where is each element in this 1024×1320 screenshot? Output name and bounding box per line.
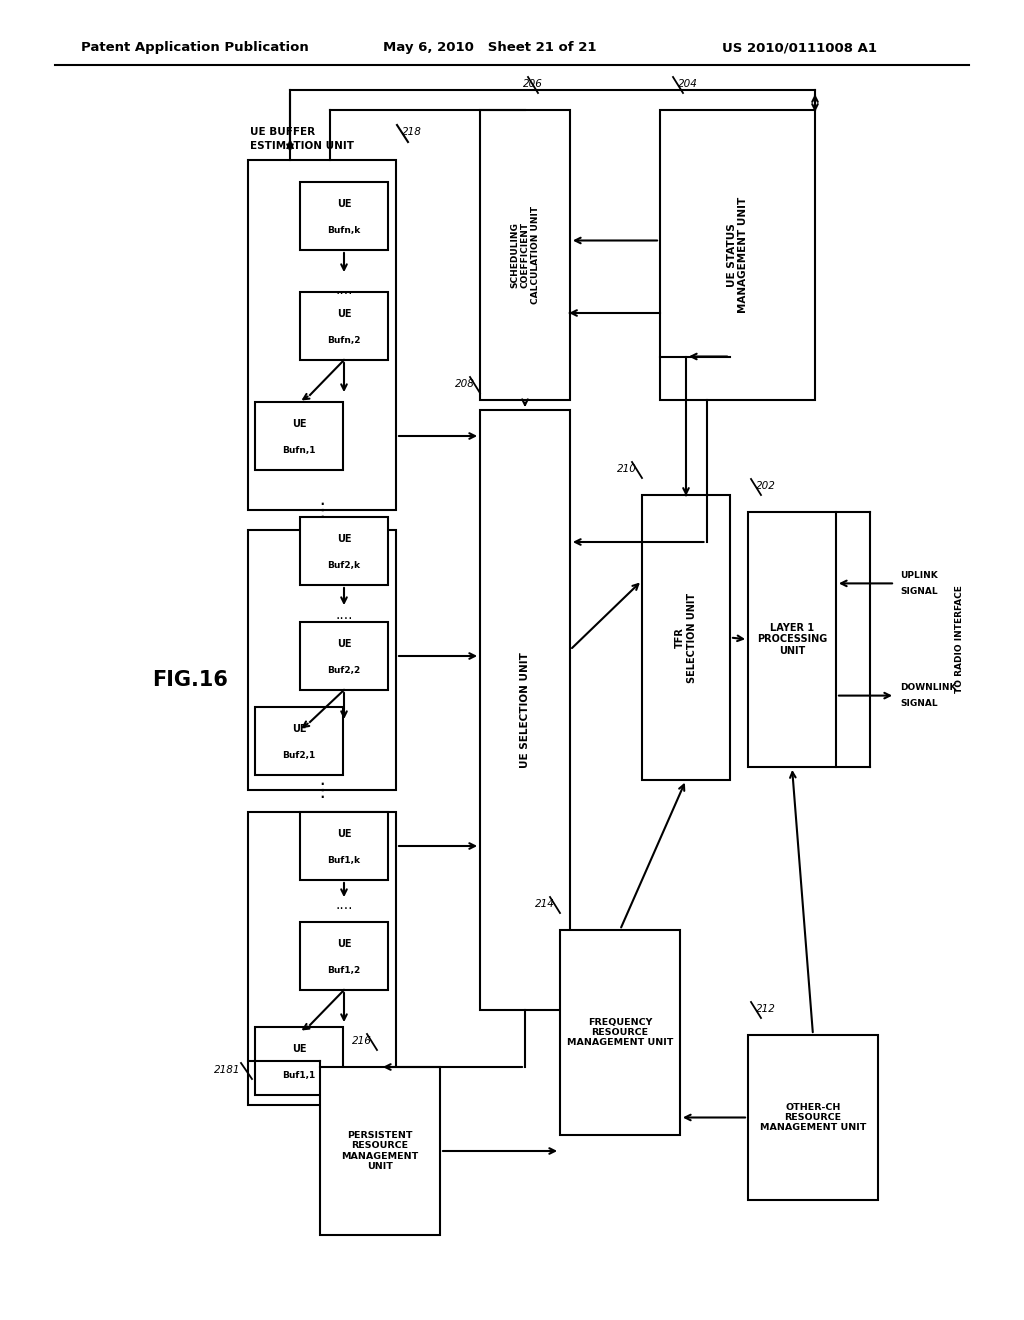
Text: UE: UE: [337, 639, 351, 648]
Text: UE: UE: [337, 939, 351, 949]
Text: UE: UE: [337, 309, 351, 318]
Bar: [248, 531, 396, 789]
Text: 218: 218: [402, 127, 422, 137]
Text: UPLINK: UPLINK: [900, 570, 938, 579]
Text: UE STATUS
MANAGEMENT UNIT: UE STATUS MANAGEMENT UNIT: [727, 197, 749, 313]
Bar: [255, 708, 343, 775]
Bar: [748, 1035, 878, 1200]
Text: SCHEDULING
COEFFICIENT
CALCULATION UNIT: SCHEDULING COEFFICIENT CALCULATION UNIT: [510, 206, 540, 304]
Text: Bufn,1: Bufn,1: [283, 446, 315, 455]
Text: 212: 212: [756, 1005, 776, 1014]
Text: LAYER 1
PROCESSING
UNIT: LAYER 1 PROCESSING UNIT: [757, 623, 827, 656]
Text: FREQUENCY
RESOURCE
MANAGEMENT UNIT: FREQUENCY RESOURCE MANAGEMENT UNIT: [567, 1018, 673, 1047]
Bar: [319, 1067, 440, 1236]
Text: PERSISTENT
RESOURCE
MANAGEMENT
UNIT: PERSISTENT RESOURCE MANAGEMENT UNIT: [341, 1131, 419, 1171]
Text: 214: 214: [536, 899, 555, 909]
Bar: [300, 517, 388, 585]
Bar: [255, 1027, 343, 1096]
Text: US 2010/0111008 A1: US 2010/0111008 A1: [723, 41, 878, 54]
Text: 2181: 2181: [213, 1065, 240, 1074]
Bar: [480, 411, 570, 1010]
Text: ....: ....: [335, 898, 352, 912]
Bar: [300, 182, 388, 249]
Text: Buf2,2: Buf2,2: [328, 667, 360, 676]
Text: UE: UE: [292, 1044, 306, 1053]
Text: Buf1,1: Buf1,1: [283, 1072, 315, 1081]
Bar: [300, 292, 388, 360]
Text: Patent Application Publication: Patent Application Publication: [81, 41, 309, 54]
Bar: [748, 512, 836, 767]
Text: Buf1,k: Buf1,k: [328, 857, 360, 866]
Text: ....: ....: [335, 282, 352, 297]
Bar: [300, 812, 388, 880]
Text: UE: UE: [337, 829, 351, 838]
Bar: [248, 812, 396, 1105]
Text: Bufn,2: Bufn,2: [328, 337, 360, 346]
Bar: [255, 403, 343, 470]
Text: 206: 206: [523, 79, 543, 88]
Text: Buf1,2: Buf1,2: [328, 966, 360, 975]
Text: UE: UE: [337, 533, 351, 544]
Text: DOWNLINK: DOWNLINK: [900, 684, 956, 692]
Text: ....: ....: [335, 609, 352, 622]
Text: UE: UE: [337, 199, 351, 209]
Text: 216: 216: [352, 1036, 372, 1045]
Bar: [480, 110, 570, 400]
Text: 204: 204: [678, 79, 698, 88]
Text: OTHER-CH
RESOURCE
MANAGEMENT UNIT: OTHER-CH RESOURCE MANAGEMENT UNIT: [760, 1102, 866, 1133]
Text: ESTIMATION UNIT: ESTIMATION UNIT: [250, 141, 354, 150]
Text: SIGNAL: SIGNAL: [900, 587, 938, 595]
Text: Buf2,1: Buf2,1: [283, 751, 315, 760]
Text: FIG.16: FIG.16: [152, 671, 228, 690]
Text: TFR
SELECTION UNIT: TFR SELECTION UNIT: [675, 593, 696, 682]
Text: 208: 208: [455, 379, 475, 389]
Bar: [300, 622, 388, 690]
Text: UE BUFFER: UE BUFFER: [250, 127, 315, 137]
Bar: [248, 160, 396, 510]
Bar: [660, 110, 815, 400]
Text: UE: UE: [292, 418, 306, 429]
Text: ⋮: ⋮: [312, 500, 332, 520]
Text: UE: UE: [292, 723, 306, 734]
Text: TO RADIO INTERFACE: TO RADIO INTERFACE: [955, 586, 965, 693]
Text: UE SELECTION UNIT: UE SELECTION UNIT: [520, 652, 530, 768]
Text: SIGNAL: SIGNAL: [900, 700, 938, 708]
Bar: [300, 921, 388, 990]
Text: 210: 210: [617, 465, 637, 474]
Text: ⋮: ⋮: [312, 780, 332, 800]
Text: Bufn,k: Bufn,k: [328, 227, 360, 235]
Text: Buf2,k: Buf2,k: [328, 561, 360, 570]
Text: 202: 202: [756, 480, 776, 491]
Bar: [560, 931, 680, 1135]
Bar: [642, 495, 730, 780]
Text: May 6, 2010   Sheet 21 of 21: May 6, 2010 Sheet 21 of 21: [383, 41, 597, 54]
